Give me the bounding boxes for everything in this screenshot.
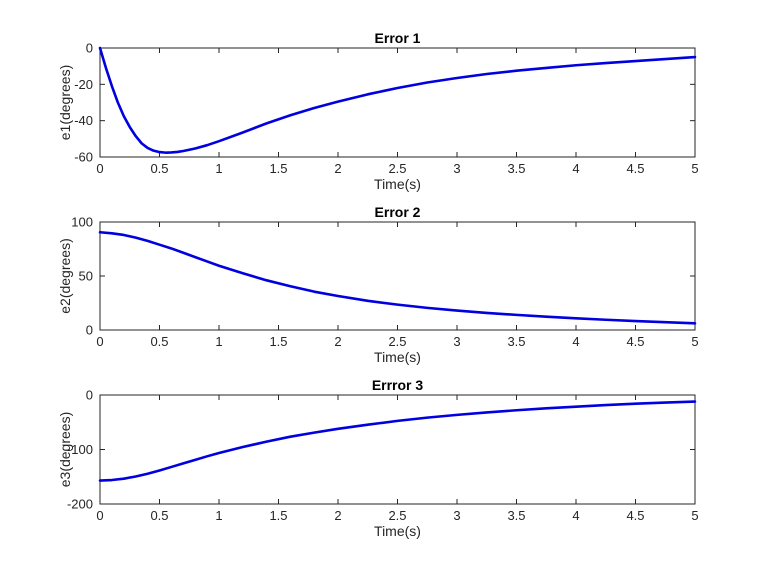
x-tick-label: 3.5	[507, 161, 525, 176]
x-tick-label: 1.5	[269, 334, 287, 349]
series-line-1	[98, 230, 697, 325]
x-tick-label: 5	[691, 161, 698, 176]
axes-frame	[99, 394, 696, 505]
y-tick-label: -60	[74, 150, 93, 165]
x-tick-label: 1	[215, 334, 222, 349]
x-axis-label: Time(s)	[374, 523, 421, 539]
x-tick-label: 5	[691, 334, 698, 349]
x-tick-label: 2.5	[388, 334, 406, 349]
x-tick-label: 1.5	[269, 161, 287, 176]
x-tick-label: 4.5	[626, 334, 644, 349]
axes-frame	[99, 47, 696, 158]
y-axis-label: e1(degrees)	[57, 65, 73, 141]
x-axis-label: Time(s)	[374, 176, 421, 192]
x-tick-label: 4	[572, 334, 579, 349]
plot-title: Error 1	[375, 30, 421, 46]
x-tick-label: 3	[453, 334, 460, 349]
y-tick-label: -20	[74, 77, 93, 92]
y-tick-label: -200	[67, 497, 93, 512]
x-tick-label: 1	[215, 161, 222, 176]
y-tick-label: 0	[86, 323, 93, 338]
x-tick-label: 3.5	[507, 334, 525, 349]
y-tick-label: 0	[86, 388, 93, 403]
x-tick-label: 0	[96, 508, 103, 523]
x-tick-label: 1.5	[269, 508, 287, 523]
x-tick-label: 2	[334, 508, 341, 523]
x-tick-label: 0	[96, 334, 103, 349]
y-axis-label: e3(degrees)	[57, 412, 73, 488]
subplot-3: 0 0.5 1 1.5 2 2.5 3 3.5 4 4.5 5 -200 -100 0 Errror 3 Ti…	[57, 377, 699, 539]
x-tick-label: 0.5	[150, 334, 168, 349]
series-line-1	[98, 46, 697, 154]
x-tick-label: 3.5	[507, 508, 525, 523]
x-tick-label: 2	[334, 334, 341, 349]
x-tick-label: 0	[96, 161, 103, 176]
y-tick-label: -100	[67, 442, 93, 457]
series-line-1	[98, 400, 697, 482]
x-tick-label: 0.5	[150, 161, 168, 176]
x-tick-label: 4.5	[626, 161, 644, 176]
x-tick-label: 3	[453, 508, 460, 523]
x-tick-label: 0.5	[150, 508, 168, 523]
x-tick-label: 4.5	[626, 508, 644, 523]
plot-title: Errror 3	[372, 377, 424, 393]
y-tick-label: -40	[74, 113, 93, 128]
x-tick-label: 2.5	[388, 508, 406, 523]
y-tick-label: 100	[71, 215, 93, 230]
plot-title: Error 2	[375, 204, 421, 220]
y-tick-label: 50	[79, 269, 93, 284]
x-tick-label: 2.5	[388, 161, 406, 176]
x-tick-label: 1	[215, 508, 222, 523]
y-tick-label: 0	[86, 41, 93, 56]
axes-frame	[99, 221, 696, 331]
x-tick-label: 4	[572, 161, 579, 176]
x-tick-label: 2	[334, 161, 341, 176]
y-axis-label: e2(degrees)	[57, 238, 73, 314]
subplot-1: 0 0.5 1 1.5 2 2.5 3 3.5 4 4.5 5 -60 -40 -20 0 Error 1 Ti…	[57, 30, 699, 192]
x-tick-label: 5	[691, 508, 698, 523]
x-tick-label: 4	[572, 508, 579, 523]
x-axis-label: Time(s)	[374, 349, 421, 365]
x-tick-label: 3	[453, 161, 460, 176]
